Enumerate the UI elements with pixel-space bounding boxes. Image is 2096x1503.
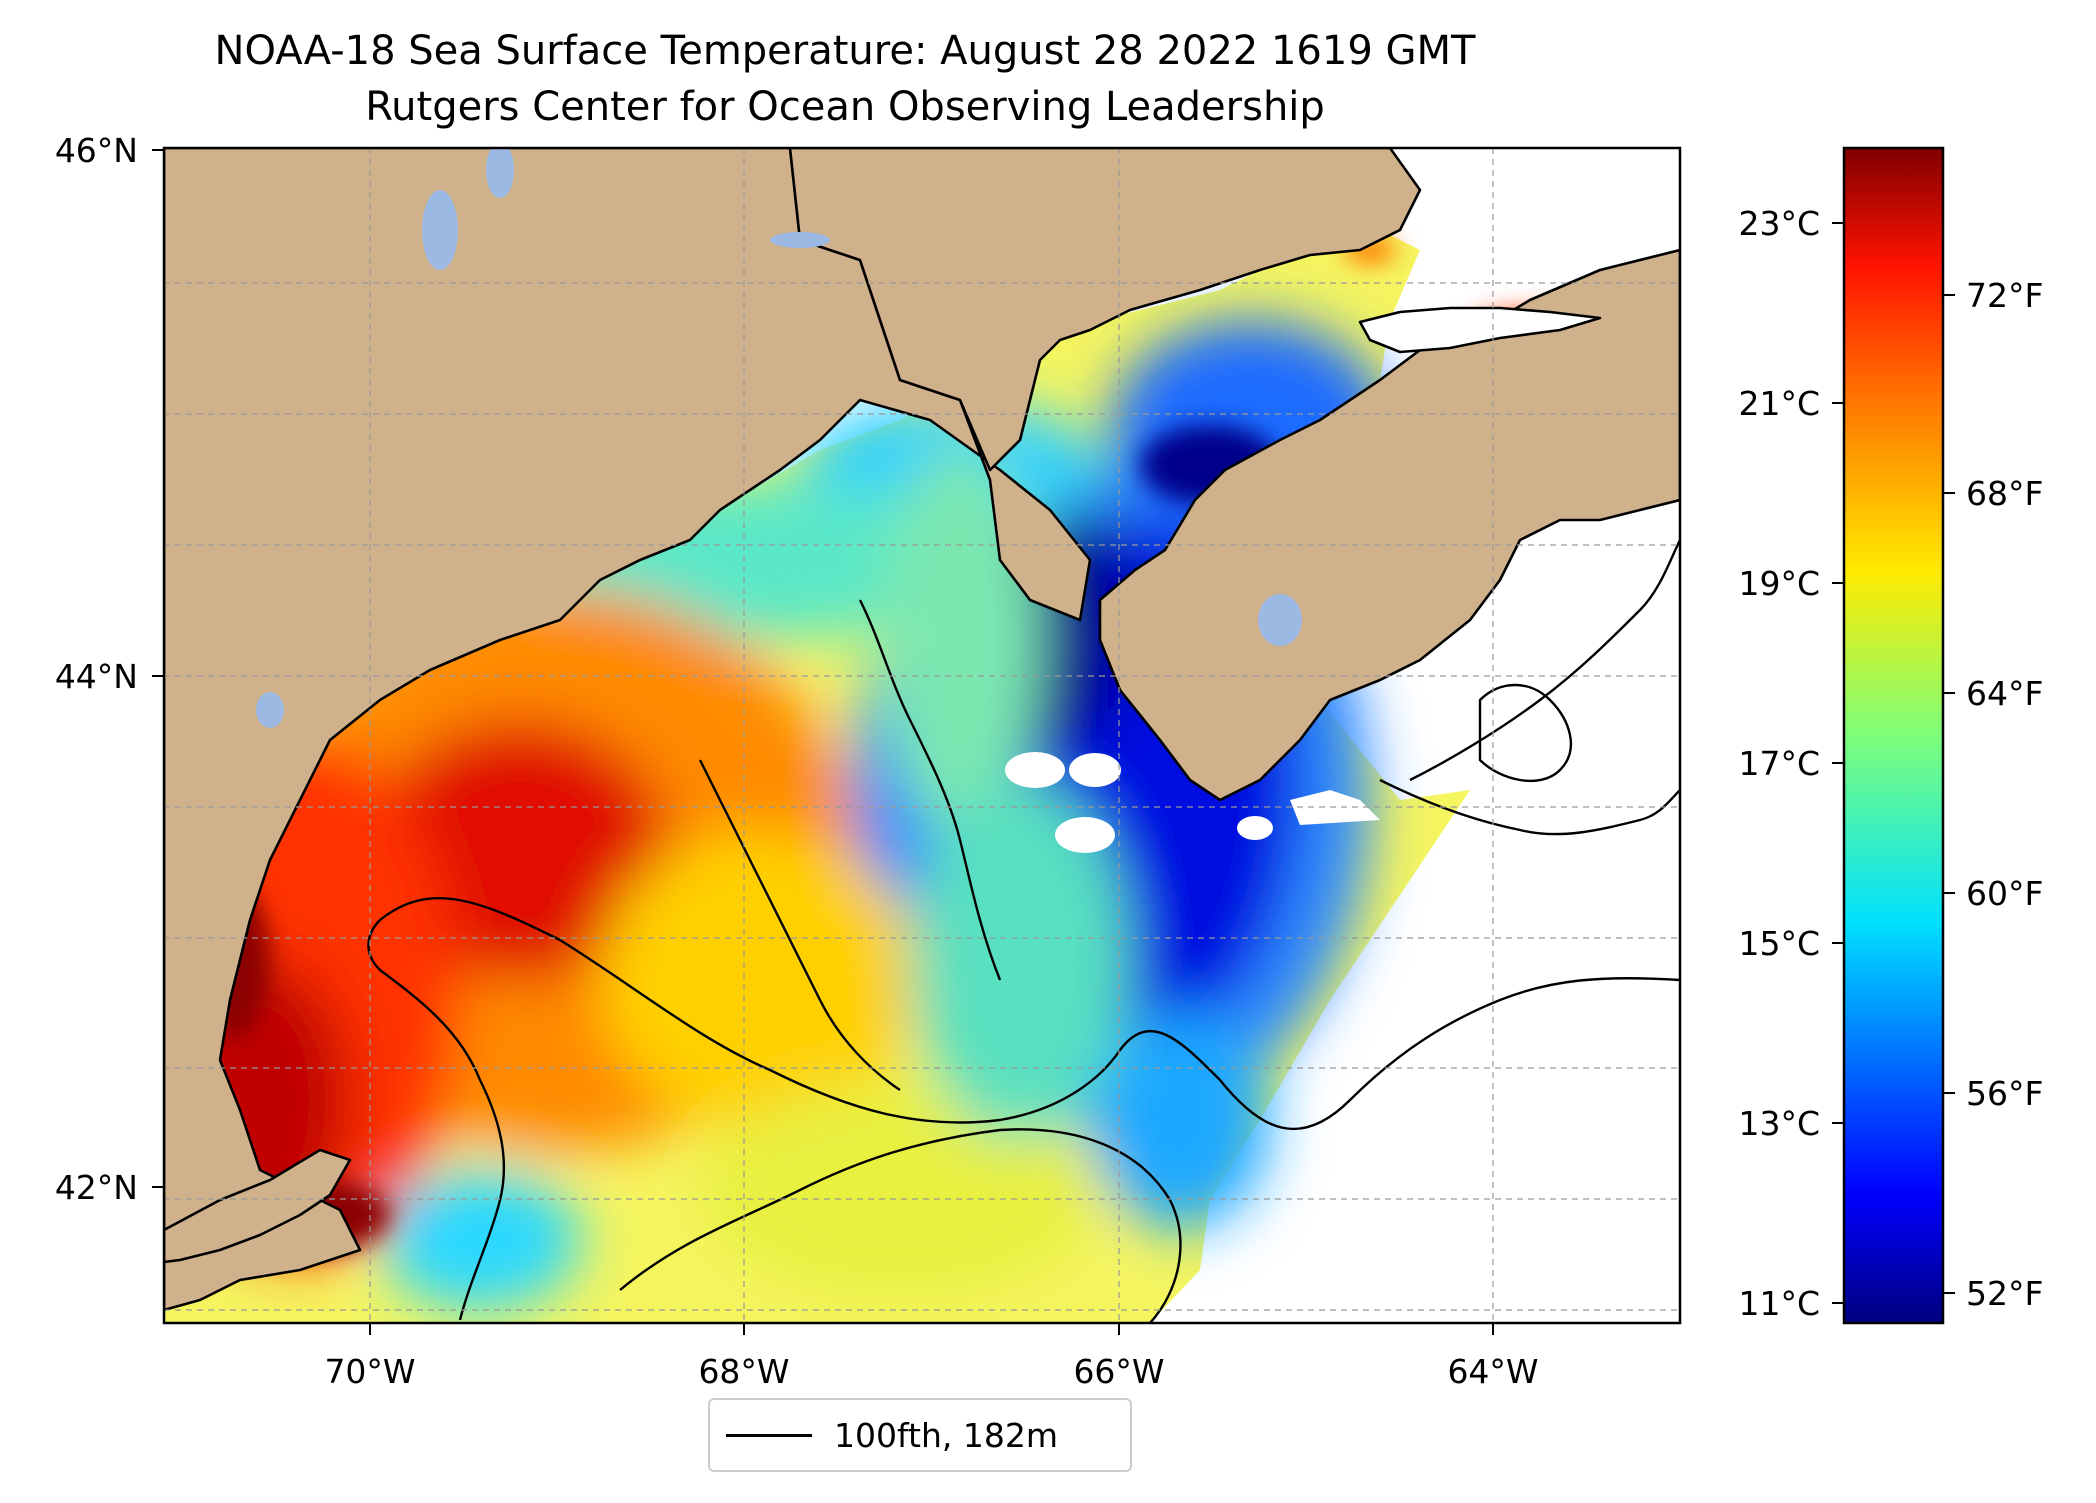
x-tick-label: 66°W bbox=[1073, 1352, 1164, 1391]
x-tick-label: 70°W bbox=[324, 1352, 415, 1391]
colorbar bbox=[1842, 146, 1945, 1325]
land bbox=[164, 148, 1680, 1312]
land-nova-scotia bbox=[1098, 248, 1680, 802]
fahrenheit-tick-label: 68°F bbox=[1966, 474, 2043, 513]
legend-label: 100fth, 182m bbox=[834, 1415, 1058, 1455]
celsius-tick-label: 23°C bbox=[1738, 204, 1820, 243]
fahrenheit-tick-label: 56°F bbox=[1966, 1074, 2043, 1113]
legend: 100fth, 182m bbox=[708, 1398, 1132, 1472]
fahrenheit-tick-label: 60°F bbox=[1966, 874, 2043, 913]
lakes bbox=[256, 148, 1302, 728]
land-new-brunswick bbox=[788, 148, 1422, 472]
y-tick-label: 44°N bbox=[55, 657, 138, 696]
x-tick-label: 68°W bbox=[698, 1352, 789, 1391]
x-tick-label: 64°W bbox=[1447, 1352, 1538, 1391]
celsius-tick-label: 13°C bbox=[1738, 1104, 1820, 1143]
y-tick-label: 42°N bbox=[55, 1168, 138, 1207]
x-axis bbox=[369, 1323, 1494, 1335]
land-pei bbox=[1358, 306, 1602, 354]
y-tick-label: 46°N bbox=[55, 131, 138, 170]
legend-line-swatch bbox=[726, 1433, 812, 1437]
celsius-tick-label: 15°C bbox=[1738, 924, 1820, 963]
fahrenheit-tick-label: 72°F bbox=[1966, 276, 2043, 315]
fahrenheit-tick-label: 64°F bbox=[1966, 674, 2043, 713]
y-axis bbox=[152, 149, 164, 1188]
map-title: NOAA-18 Sea Surface Temperature: August … bbox=[214, 28, 1476, 74]
celsius-tick-label: 17°C bbox=[1738, 744, 1820, 783]
map-area bbox=[164, 148, 1680, 1323]
fahrenheit-tick-label: 52°F bbox=[1966, 1274, 2043, 1313]
celsius-tick-label: 19°C bbox=[1738, 564, 1820, 603]
celsius-tick-label: 21°C bbox=[1738, 384, 1820, 423]
colorbar-fahrenheit-ticks bbox=[1943, 294, 1955, 1294]
colorbar-celsius-ticks bbox=[1832, 222, 1844, 1304]
gridlines bbox=[164, 148, 1680, 1323]
map-subtitle: Rutgers Center for Ocean Observing Leade… bbox=[365, 84, 1325, 130]
land-cape-cod bbox=[164, 1148, 352, 1264]
celsius-tick-label: 11°C bbox=[1738, 1284, 1820, 1323]
map-frame bbox=[162, 146, 1682, 1325]
isobath-contours bbox=[367, 539, 1680, 1323]
